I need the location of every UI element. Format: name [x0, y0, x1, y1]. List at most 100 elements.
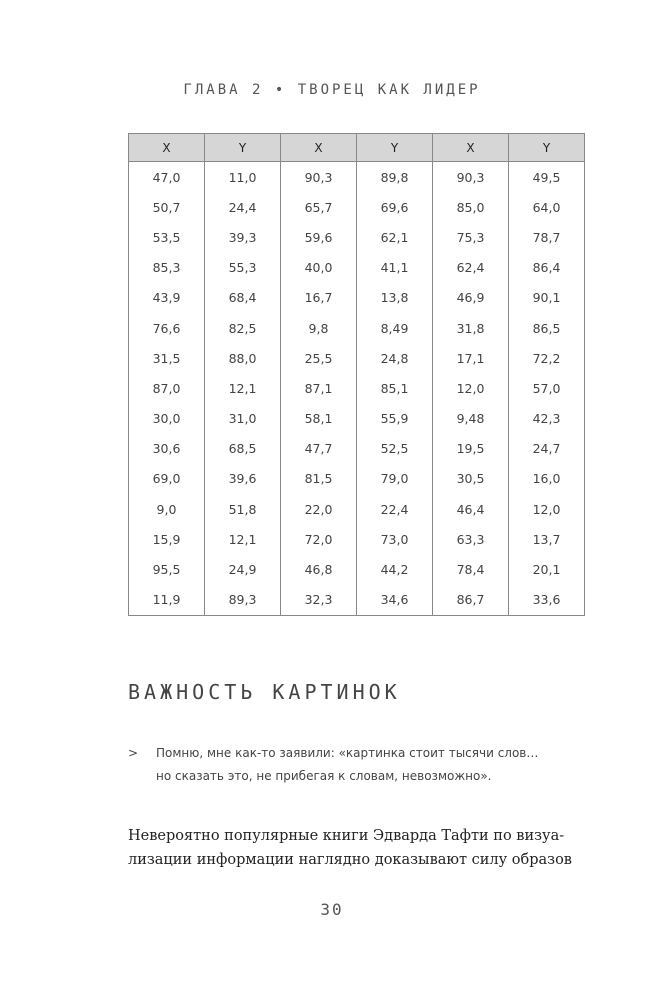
quote-marker-icon: >	[128, 746, 139, 760]
table-cell: 12,1	[204, 524, 281, 555]
table-cell: 87,1	[280, 373, 357, 404]
table-cell: 79,0	[356, 463, 433, 495]
table-row: 50,7 24,4 65,7 69,6 85,0 64,0	[128, 192, 585, 223]
table-cell: 87,0	[128, 373, 205, 404]
table-row: 76,6 82,5 9,8 8,49 31,8 86,5	[128, 312, 585, 344]
table-cell: 9,48	[432, 403, 509, 434]
table-cell: 63,3	[432, 524, 509, 555]
table-row: 30,6 68,5 47,7 52,5 19,5 24,7	[128, 433, 585, 464]
table-cell: 81,5	[280, 463, 357, 495]
table-cell: 31,8	[432, 312, 509, 344]
table-cell: 39,3	[204, 222, 281, 253]
table-cell: 89,8	[356, 161, 433, 193]
table-cell: 95,5	[128, 554, 205, 585]
table-cell: 86,4	[508, 252, 585, 283]
table-cell: 22,0	[280, 494, 357, 525]
table-cell: 90,3	[280, 161, 357, 193]
table-cell: 89,3	[204, 584, 281, 616]
table-cell: 58,1	[280, 403, 357, 434]
table-cell: 47,0	[128, 161, 205, 193]
table-cell: 42,3	[508, 403, 585, 434]
table-cell: 90,3	[432, 161, 509, 193]
column-header: X	[128, 133, 205, 162]
table-cell: 72,2	[508, 343, 585, 374]
table-cell: 88,0	[204, 343, 281, 374]
table-cell: 20,1	[508, 554, 585, 585]
table-cell: 59,6	[280, 222, 357, 253]
table-cell: 30,0	[128, 403, 205, 434]
table-cell: 41,1	[356, 252, 433, 283]
table-cell: 55,9	[356, 403, 433, 434]
table-cell: 46,8	[280, 554, 357, 585]
table-cell: 85,3	[128, 252, 205, 283]
table-cell: 25,5	[280, 343, 357, 374]
table-cell: 17,1	[432, 343, 509, 374]
table-cell: 12,0	[508, 494, 585, 525]
table-cell: 47,7	[280, 433, 357, 464]
table-cell: 16,7	[280, 282, 357, 313]
table-cell: 40,0	[280, 252, 357, 283]
table-row: 47,0 11,0 90,3 89,8 90,3 49,5	[128, 161, 585, 193]
table-row: 30,0 31,0 58,1 55,9 9,48 42,3	[128, 403, 585, 434]
table-cell: 68,5	[204, 433, 281, 464]
table-cell: 44,2	[356, 554, 433, 585]
table-cell: 33,6	[508, 584, 585, 616]
table-cell: 34,6	[356, 584, 433, 616]
table-cell: 62,4	[432, 252, 509, 283]
table-cell: 13,8	[356, 282, 433, 313]
table-cell: 75,3	[432, 222, 509, 253]
table-cell: 53,5	[128, 222, 205, 253]
table-cell: 69,6	[356, 192, 433, 223]
table-cell: 62,1	[356, 222, 433, 253]
table-cell: 86,7	[432, 584, 509, 616]
table-cell: 24,4	[204, 192, 281, 223]
table-cell: 16,0	[508, 463, 585, 495]
table-cell: 19,5	[432, 433, 509, 464]
table-cell: 12,0	[432, 373, 509, 404]
table-row: 95,5 24,9 46,8 44,2 78,4 20,1	[128, 554, 585, 585]
table-cell: 39,6	[204, 463, 281, 495]
column-header: X	[432, 133, 509, 162]
table-cell: 46,4	[432, 494, 509, 525]
table-cell: 46,9	[432, 282, 509, 313]
table-cell: 13,7	[508, 524, 585, 555]
body-line: лизации информации наглядно доказывают с…	[128, 852, 572, 868]
table-cell: 76,6	[128, 312, 205, 344]
table-cell: 82,5	[204, 312, 281, 344]
table-cell: 65,7	[280, 192, 357, 223]
column-header: Y	[508, 133, 585, 162]
table-row: 11,9 89,3 32,3 34,6 86,7 33,6	[128, 584, 585, 616]
table-cell: 51,8	[204, 494, 281, 525]
table-cell: 43,9	[128, 282, 205, 313]
table-cell: 24,9	[204, 554, 281, 585]
table-cell: 9,0	[128, 494, 205, 525]
table-row: 31,5 88,0 25,5 24,8 17,1 72,2	[128, 343, 585, 374]
page-number: 30	[320, 900, 344, 919]
table-row: 85,3 55,3 40,0 41,1 62,4 86,4	[128, 252, 585, 283]
table-cell: 24,7	[508, 433, 585, 464]
column-header: Y	[356, 133, 433, 162]
table-cell: 55,3	[204, 252, 281, 283]
table-cell: 52,5	[356, 433, 433, 464]
table-cell: 30,6	[128, 433, 205, 464]
table-cell: 31,0	[204, 403, 281, 434]
column-header: Y	[204, 133, 281, 162]
table-cell: 78,4	[432, 554, 509, 585]
table-cell: 72,0	[280, 524, 357, 555]
table-cell: 11,0	[204, 161, 281, 193]
table-cell: 57,0	[508, 373, 585, 404]
table-cell: 31,5	[128, 343, 205, 374]
column-header: X	[280, 133, 357, 162]
table-cell: 32,3	[280, 584, 357, 616]
table-cell: 85,0	[432, 192, 509, 223]
table-cell: 11,9	[128, 584, 205, 616]
table-row: 53,5 39,3 59,6 62,1 75,3 78,7	[128, 222, 585, 253]
table-cell: 8,49	[356, 312, 433, 344]
table-cell: 49,5	[508, 161, 585, 193]
table-cell: 64,0	[508, 192, 585, 223]
body-paragraph: Невероятно популярные книги Эдварда Тафт…	[128, 824, 588, 872]
body-line: Невероятно популярные книги Эдварда Тафт…	[128, 828, 565, 844]
quote-line: Помню, мне как-то заявили: «картинка сто…	[156, 746, 539, 760]
table-cell: 78,7	[508, 222, 585, 253]
